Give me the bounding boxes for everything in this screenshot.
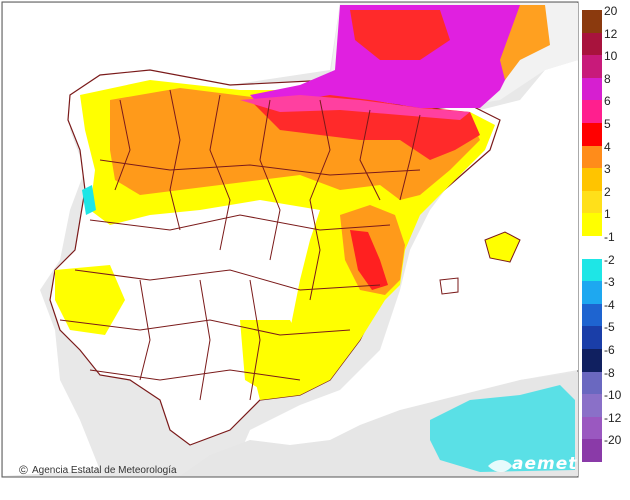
copyright-icon: © bbox=[19, 463, 28, 477]
legend-label: 12 bbox=[604, 26, 618, 41]
legend-swatch bbox=[582, 32, 602, 56]
legend-swatch bbox=[582, 77, 602, 101]
legend-label: -8 bbox=[604, 365, 615, 380]
anomaly-zone-red-france bbox=[350, 10, 450, 60]
legend-label: -20 bbox=[604, 433, 622, 448]
legend-swatch bbox=[582, 439, 602, 463]
legend-label: 6 bbox=[604, 94, 611, 109]
legend-label: -12 bbox=[604, 410, 622, 425]
legend-label: 5 bbox=[604, 117, 611, 131]
legend-label: 2 bbox=[604, 184, 611, 199]
credit-text: Agencia Estatal de Meteorología bbox=[32, 465, 177, 476]
province-borders bbox=[59, 89, 421, 401]
anomaly-zone-pink bbox=[240, 95, 470, 120]
legend-swatch bbox=[582, 145, 602, 169]
anomaly-zone-yellow-south bbox=[240, 320, 310, 395]
legend-label: -10 bbox=[604, 388, 622, 403]
legend-swatch bbox=[582, 371, 602, 395]
legend-swatch bbox=[582, 303, 602, 327]
aemet-logo bbox=[488, 460, 512, 472]
legend-swatch bbox=[582, 10, 602, 34]
legend-label: 8 bbox=[604, 71, 611, 86]
anomaly-zone-orange-france bbox=[500, 5, 550, 80]
logo-swoosh bbox=[488, 460, 512, 472]
ibiza-island bbox=[439, 277, 459, 295]
legend-swatch bbox=[582, 349, 602, 373]
legend-swatch bbox=[582, 123, 602, 147]
legend-label: 4 bbox=[604, 139, 611, 154]
anomaly-zone-cyan-northwest bbox=[82, 185, 96, 215]
legend-label: 10 bbox=[604, 49, 618, 64]
anomaly-zone-east-red bbox=[350, 230, 388, 290]
anomaly-zone-cyan-africa bbox=[430, 385, 575, 472]
legend-swatch bbox=[582, 236, 602, 260]
legend-label: -4 bbox=[604, 297, 615, 312]
atlantic-sea bbox=[3, 3, 340, 476]
legend-swatch bbox=[582, 416, 602, 440]
legend-swatch bbox=[582, 394, 602, 418]
legend-swatch bbox=[582, 326, 602, 350]
legend-swatch bbox=[582, 258, 602, 282]
legend-swatch bbox=[582, 281, 602, 305]
logo-wordmark: aemet bbox=[512, 454, 578, 474]
legend-label: 3 bbox=[604, 162, 611, 177]
legend-label: 1 bbox=[604, 207, 611, 222]
legend-label: 20 bbox=[604, 4, 618, 18]
balearic-islands bbox=[484, 231, 521, 263]
legend-swatch bbox=[582, 213, 602, 237]
anomaly-zone-yellow-southwest bbox=[55, 265, 125, 335]
legend-swatch bbox=[582, 55, 602, 79]
legend-label: -1 bbox=[604, 230, 615, 244]
legend-label: -3 bbox=[604, 275, 615, 290]
legend-swatch bbox=[582, 190, 602, 214]
mediterranean-sea bbox=[230, 60, 578, 476]
legend-label: -2 bbox=[604, 252, 615, 267]
legend-label: -6 bbox=[604, 343, 615, 357]
legend-swatch bbox=[582, 168, 602, 192]
legend-label: -5 bbox=[604, 320, 615, 335]
legend-swatch bbox=[582, 100, 602, 124]
